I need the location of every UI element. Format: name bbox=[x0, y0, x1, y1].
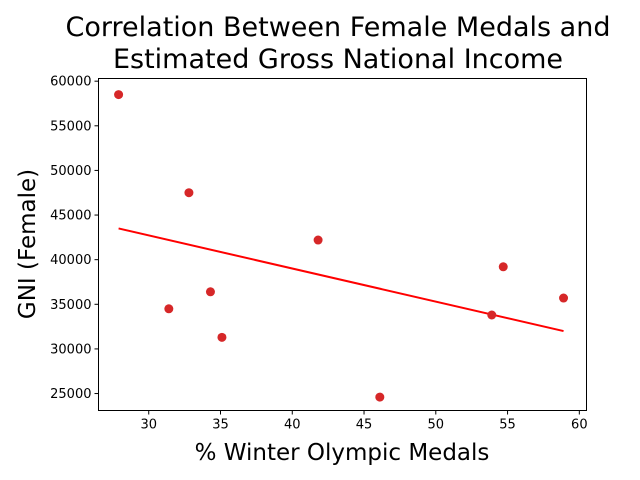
data-point bbox=[114, 90, 124, 100]
data-point bbox=[205, 287, 215, 297]
y-tick-label: 50000 bbox=[50, 164, 91, 179]
y-axis-title: GNI (Female) bbox=[15, 169, 41, 319]
y-tick-label: 25000 bbox=[50, 387, 91, 402]
data-point bbox=[498, 262, 508, 272]
data-points bbox=[114, 90, 569, 402]
x-tick-label: 35 bbox=[212, 418, 229, 433]
data-point bbox=[313, 235, 323, 245]
chart-title-line-2: Estimated Gross National Income bbox=[113, 44, 563, 75]
x-axis-title: % Winter Olympic Medals bbox=[195, 440, 490, 466]
x-tick-label: 50 bbox=[428, 418, 445, 433]
x-tick-label: 30 bbox=[140, 418, 157, 433]
y-tick-label: 45000 bbox=[50, 209, 91, 224]
x-tick-label: 45 bbox=[356, 418, 373, 433]
x-axis: 30 35 40 45 50 55 60 bbox=[140, 410, 588, 433]
x-tick-label: 60 bbox=[571, 418, 588, 433]
y-tick-label: 35000 bbox=[50, 298, 91, 313]
chart-title-line-1: Correlation Between Female Medals and bbox=[66, 12, 611, 43]
trendline-group bbox=[118, 227, 564, 333]
data-point bbox=[164, 304, 174, 314]
trendline bbox=[118, 227, 564, 333]
x-tick-label: 40 bbox=[284, 418, 301, 433]
data-point bbox=[184, 188, 194, 198]
y-tick-label: 30000 bbox=[50, 342, 91, 357]
y-axis: 25000 30000 35000 40000 45000 50000 55000 60000 bbox=[50, 75, 99, 402]
data-point bbox=[559, 293, 569, 303]
data-point bbox=[375, 392, 385, 402]
plot-area-frame bbox=[98, 78, 587, 411]
y-tick-label: 40000 bbox=[50, 253, 91, 268]
data-point bbox=[217, 332, 227, 342]
y-tick-label: 55000 bbox=[50, 119, 91, 134]
data-point bbox=[487, 310, 497, 320]
y-tick-label: 60000 bbox=[50, 75, 91, 90]
x-tick-label: 55 bbox=[499, 418, 516, 433]
